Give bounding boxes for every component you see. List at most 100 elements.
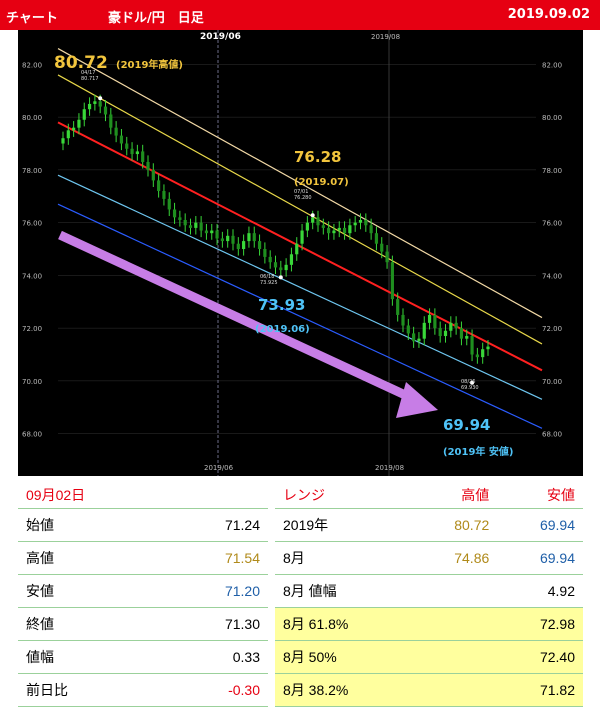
candle-body: [157, 180, 161, 191]
candle-body: [316, 217, 320, 226]
candle-body: [226, 235, 230, 242]
candle-body: [385, 251, 389, 263]
candle-body: [93, 101, 97, 104]
annotation-value: 73.93: [258, 296, 305, 314]
candle-body: [215, 230, 219, 239]
candle-body: [422, 322, 426, 339]
candle-body: [401, 314, 405, 326]
y-tick-label-left: 70.00: [22, 378, 42, 386]
candle-body: [114, 127, 118, 136]
trend-arrow-head: [396, 382, 438, 418]
annotation-mini-date: 06/18: [260, 274, 274, 280]
channel-line: [57, 203, 543, 429]
candle-body: [364, 219, 368, 226]
candle-body: [348, 225, 352, 234]
candle-body: [332, 230, 336, 234]
y-tick-label-right: 80.00: [542, 114, 562, 122]
annotation-mini-value: 76.280: [294, 195, 312, 201]
chart-header: チャート 豪ドル/円 日足 2019.09.02: [0, 0, 600, 30]
chart-area: 82.00 82.00 80.00 80.00 78.00 78.00 76.00 76.00…: [18, 30, 583, 476]
y-tick-label-right: 74.00: [542, 272, 562, 280]
candle-body: [406, 325, 410, 334]
price-chart: 82.00 82.00 80.00 80.00 78.00 78.00 76.00 76.00…: [22, 30, 562, 476]
candle-body: [268, 256, 272, 263]
y-tick-label-left: 78.00: [22, 167, 42, 175]
candle-body: [236, 243, 240, 249]
y-tick-label-left: 82.00: [22, 61, 42, 69]
x-bottom-label: 2019/06: [204, 464, 234, 472]
fib-50: 72.40: [497, 640, 583, 674]
candle-body: [327, 227, 331, 234]
channel-line: [57, 48, 543, 319]
candle-body: [369, 225, 373, 234]
annotation-mini-date: 07/01: [294, 189, 308, 195]
candle-body: [98, 101, 102, 107]
candle-body: [417, 338, 421, 342]
annotation-note: (2019年高値): [116, 58, 183, 71]
open-value: 71.24: [150, 508, 268, 542]
candle-body: [358, 219, 363, 223]
candle-body: [311, 217, 315, 223]
candle-body: [427, 314, 432, 323]
annotation-mini-value: 73.925: [260, 280, 278, 286]
candle-body: [412, 333, 416, 342]
candle-body: [188, 225, 193, 228]
candle-body: [300, 230, 304, 244]
candle-body: [141, 151, 145, 162]
candle-body: [433, 314, 437, 329]
candle-body: [279, 267, 283, 271]
candle-body: [289, 254, 294, 265]
channel-line: [57, 174, 543, 400]
y-tick-label-left: 80.00: [22, 114, 42, 122]
candle-body: [380, 243, 384, 252]
candle-body: [210, 230, 214, 234]
candle-body: [204, 230, 209, 234]
annotation-note: (2019.06): [255, 324, 310, 335]
candle-body: [263, 249, 267, 257]
candle-body: [337, 227, 341, 231]
table-row: 値幅 0.33: [18, 640, 268, 674]
row-label: 高値: [18, 541, 151, 575]
candle-body: [252, 233, 256, 242]
table-row: 8月 74.86 69.94: [275, 541, 583, 575]
candle-body: [178, 217, 182, 220]
y-tick-label-right: 72.00: [542, 325, 562, 333]
month-range: 4.92: [497, 574, 583, 608]
candle-body: [72, 127, 76, 131]
row-label: 8月 50%: [275, 640, 412, 674]
y-tick-label-right: 70.00: [542, 378, 562, 386]
candle-body: [103, 106, 108, 115]
fib-382: 71.82: [497, 673, 583, 707]
candle-body: [443, 330, 448, 337]
annotation-mini-value: 80.717: [81, 76, 99, 82]
row-label: 始値: [18, 508, 151, 542]
candle-body: [475, 354, 479, 358]
price-marker: [98, 96, 103, 101]
table-row: 高値 71.54: [18, 541, 268, 575]
candle-body: [396, 299, 400, 315]
candle-body: [342, 227, 347, 234]
candle-body: [459, 328, 464, 339]
y-tick-label-right: 76.00: [542, 220, 562, 228]
candle-body: [66, 130, 70, 139]
candle-body: [130, 148, 134, 155]
candle-body: [109, 114, 113, 128]
range-table: レンジ 高値 安値 2019年 80.72 69.94 8月 74.86 69.94 8…: [275, 481, 583, 707]
candle-body: [146, 161, 150, 170]
candle-body: [172, 209, 177, 218]
row-label: 値幅: [18, 640, 151, 674]
candle-body: [470, 336, 474, 355]
trend-arrow: [58, 230, 418, 405]
candle-body: [162, 190, 166, 199]
candle-body: [125, 143, 129, 149]
candle-body: [61, 138, 65, 144]
daily-table: 09月02日 始値 71.24 高値 71.54 安値 71.20 終値 71.30 値…: [18, 481, 268, 707]
year-high: 80.72: [411, 508, 498, 542]
row-label: 安値: [18, 574, 151, 608]
range-header: レンジ: [275, 481, 412, 509]
candle-body: [167, 198, 171, 210]
candle-body: [220, 238, 224, 242]
candle-body: [247, 233, 251, 242]
y-tick-label-left: 72.00: [22, 325, 42, 333]
change-value: -0.30: [150, 673, 268, 707]
